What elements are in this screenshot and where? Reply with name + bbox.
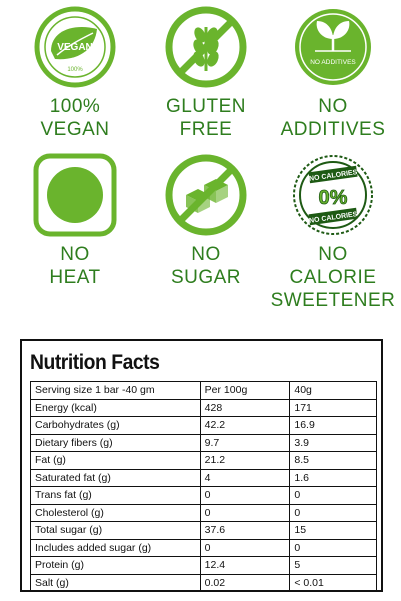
no-heat-icon <box>33 153 117 237</box>
badge-vegan: VEGAN 100% 100% VEGAN <box>10 5 140 141</box>
table-row: Trans fat (g) 0 0 <box>30 486 377 505</box>
per-serving-value: 0 <box>289 503 377 522</box>
per-serving-value: 16.9 <box>289 416 377 435</box>
badge-label-line: NO <box>318 96 348 117</box>
nutrition-facts-title: Nutrition Facts <box>30 351 160 374</box>
header-cell: 40g <box>289 381 377 400</box>
badge-no-heat: NO HEAT <box>10 153 140 289</box>
table-row: Includes added sugar (g) 0 0 <box>30 538 377 557</box>
table-header-row: Serving size 1 bar -40 gm Per 100g 40g <box>30 381 377 400</box>
badge-label-line: ADDITIVES <box>280 119 386 140</box>
vegan-leaf-icon: VEGAN 100% <box>34 6 116 88</box>
badge-label-line: HEAT <box>49 267 101 288</box>
nutrient-name: Includes added sugar (g) <box>30 538 201 557</box>
per-serving-value: 8.5 <box>289 451 377 470</box>
badge-no-calorie-sweetener: NO CALORIES 0% NO CALORIES NO CALORIE SW… <box>268 153 398 312</box>
nutrient-name: Fat (g) <box>30 451 201 470</box>
per-serving-value: 0 <box>289 486 377 505</box>
per-serving-value: 15 <box>289 521 377 540</box>
per-serving-value: 0 <box>289 538 377 557</box>
nutrient-name: Protein (g) <box>30 556 201 575</box>
wheat-icon <box>165 6 247 88</box>
per-100g-value: 0.02 <box>199 573 291 592</box>
per-100g-value: 9.7 <box>199 433 291 452</box>
per-100g-value: 12.4 <box>199 556 291 575</box>
table-row: Fat (g) 21.2 8.5 <box>30 451 377 470</box>
badge-gluten-free: GLUTEN FREE <box>141 5 271 141</box>
nutrient-name: Energy (kcal) <box>30 398 201 417</box>
nutrient-name: Dietary fibers (g) <box>30 433 201 452</box>
nutrition-table: Serving size 1 bar -40 gm Per 100g 40g E… <box>30 381 377 592</box>
table-row: Saturated fat (g) 4 1.6 <box>30 468 377 487</box>
badge-label-line: NO <box>60 244 90 265</box>
header-cell: Serving size 1 bar -40 gm <box>30 381 201 400</box>
nutrient-name: Total sugar (g) <box>30 521 201 540</box>
vegan-seal-text: VEGAN <box>57 42 93 53</box>
badge-label-line: NO <box>191 244 221 265</box>
badge-label-line: CALORIE <box>289 267 377 288</box>
per-100g-value: 428 <box>199 398 291 417</box>
per-serving-value: < 0.01 <box>289 573 377 592</box>
table-row: Cholesterol (g) 0 0 <box>30 503 377 522</box>
nutrient-name: Cholesterol (g) <box>30 503 201 522</box>
per-100g-value: 4 <box>199 468 291 487</box>
vegan-seal-sub: 100% <box>67 67 83 73</box>
table-row: Total sugar (g) 37.6 15 <box>30 521 377 540</box>
table-row: Salt (g) 0.02 < 0.01 <box>30 573 377 592</box>
nutrient-name: Carbohydrates (g) <box>30 416 201 435</box>
per-serving-value: 1.6 <box>289 468 377 487</box>
badge-label-line: SUGAR <box>170 267 242 288</box>
header-cell: Per 100g <box>199 381 291 400</box>
badge-label-line: FREE <box>179 119 233 140</box>
per-serving-value: 3.9 <box>289 433 377 452</box>
badge-label-line: SWEETENER <box>270 290 396 311</box>
table-row: Dietary fibers (g) 9.7 3.9 <box>30 433 377 452</box>
badge-no-sugar: NO SUGAR <box>141 153 271 289</box>
sprout-icon: NO ADDITIVES <box>295 9 371 85</box>
badge-label-line: NO <box>318 244 348 265</box>
nutrition-facts-panel: Nutrition Facts Serving size 1 bar -40 g… <box>20 339 383 592</box>
table-row: Carbohydrates (g) 42.2 16.9 <box>30 416 377 435</box>
nutrient-name: Trans fat (g) <box>30 486 201 505</box>
per-100g-value: 42.2 <box>199 416 291 435</box>
badge-label-line: GLUTEN <box>165 96 247 117</box>
additives-seal-text: NO ADDITIVES <box>310 59 356 66</box>
nutrient-name: Saturated fat (g) <box>30 468 201 487</box>
nutrient-name: Salt (g) <box>30 573 201 592</box>
badge-grid: VEGAN 100% 100% VEGAN GLUTEN FREE <box>10 5 398 312</box>
sugar-cube-icon <box>165 154 247 236</box>
per-serving-value: 5 <box>289 556 377 575</box>
badge-no-additives: NO ADDITIVES NO ADDITIVES <box>268 5 398 141</box>
badge-label-line: 100% <box>49 96 101 117</box>
per-100g-value: 0 <box>199 486 291 505</box>
per-100g-value: 21.2 <box>199 451 291 470</box>
per-serving-value: 171 <box>289 398 377 417</box>
per-100g-value: 37.6 <box>199 521 291 540</box>
calorie-seal-mid: 0% <box>319 187 348 209</box>
table-row: Energy (kcal) 428 171 <box>30 398 377 417</box>
per-100g-value: 0 <box>199 503 291 522</box>
badge-label-line: VEGAN <box>40 119 110 140</box>
table-row: Protein (g) 12.4 5 <box>30 556 377 575</box>
per-100g-value: 0 <box>199 538 291 557</box>
zero-calorie-icon: NO CALORIES 0% NO CALORIES <box>293 155 373 235</box>
